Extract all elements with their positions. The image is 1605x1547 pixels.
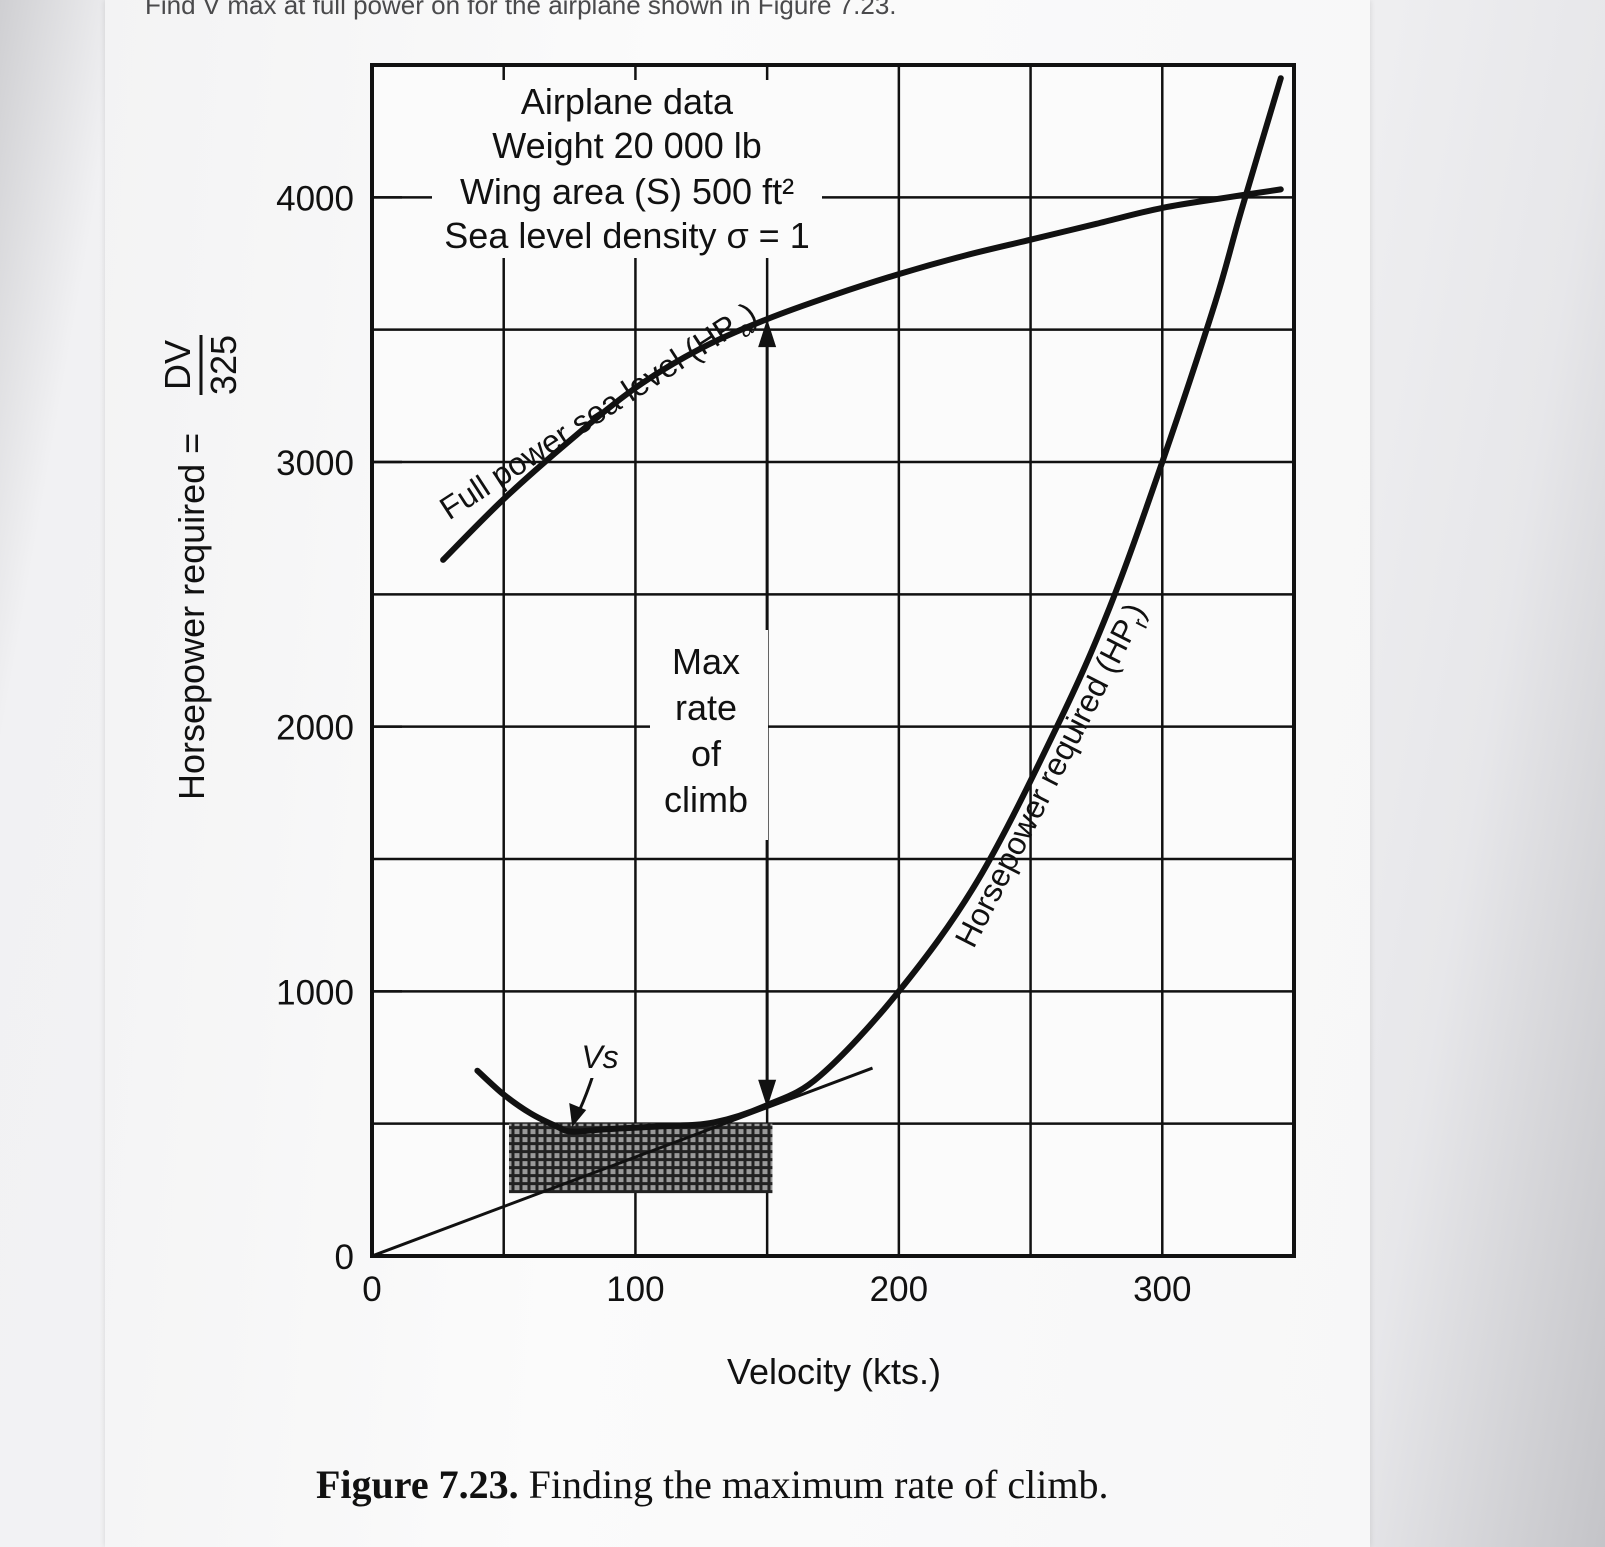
tangent-line [371, 1066, 874, 1258]
y-axis-title-numerator: DV [157, 340, 198, 390]
x-tick-label: 300 [1133, 1270, 1191, 1309]
label-backgrounds [432, 80, 822, 1078]
y-tick-label: 2000 [276, 709, 354, 748]
y-axis-title-text: Horsepower required = [171, 433, 212, 800]
question-text: Find V max at full power on for the airp… [145, 0, 897, 20]
airplane-data-line: Wing area (S) 500 ft² [460, 171, 794, 212]
y-tick-label: 0 [335, 1238, 354, 1277]
max-rate-label-background [650, 630, 768, 840]
chart-grid [370, 63, 1296, 1258]
shaded-band [508, 1123, 773, 1194]
hp-required-curve [474, 75, 1284, 1135]
x-tick-label: 0 [362, 1270, 381, 1309]
plot-area [372, 65, 1294, 1256]
max-rate-label-line: climb [664, 779, 748, 820]
max-rate-label-line: rate [675, 687, 737, 728]
x-axis-title: Velocity (kts.) [727, 1351, 941, 1392]
y-tick-label: 3000 [276, 444, 354, 483]
y-axis-title: Horsepower required = DV 325 [157, 335, 244, 800]
max-rate-label-line: of [691, 733, 722, 774]
vs-label-background [572, 1028, 632, 1078]
figure-caption: Figure 7.23. Finding the maximum rate of… [316, 1461, 1108, 1508]
y-tick-label: 4000 [276, 179, 354, 218]
plot-frame [370, 63, 1296, 1258]
airplane-data-line: Sea level density σ = 1 [444, 215, 809, 256]
airplane-data-line: Airplane data [521, 81, 734, 122]
vs-pointer-head [569, 1102, 587, 1127]
max-rate-arrow-head-up [758, 319, 777, 348]
x-tick-label: 100 [606, 1270, 664, 1309]
max-rate-label-line: Max [672, 641, 740, 682]
y-axis-title-denominator: 325 [203, 335, 244, 395]
x-tick-label: 200 [870, 1270, 928, 1309]
airplane-data-line: Weight 20 000 lb [492, 125, 762, 166]
hp-available-curve [440, 186, 1284, 563]
y-tick-label: 1000 [276, 973, 354, 1012]
figure-number: Figure 7.23. [316, 1462, 519, 1507]
max-rate-arrow-head-down [758, 1079, 777, 1108]
figure-caption-text: Finding the maximum rate of climb. [528, 1462, 1109, 1507]
vs-label: Vs [581, 1039, 618, 1075]
airplane-data-background [432, 80, 822, 258]
